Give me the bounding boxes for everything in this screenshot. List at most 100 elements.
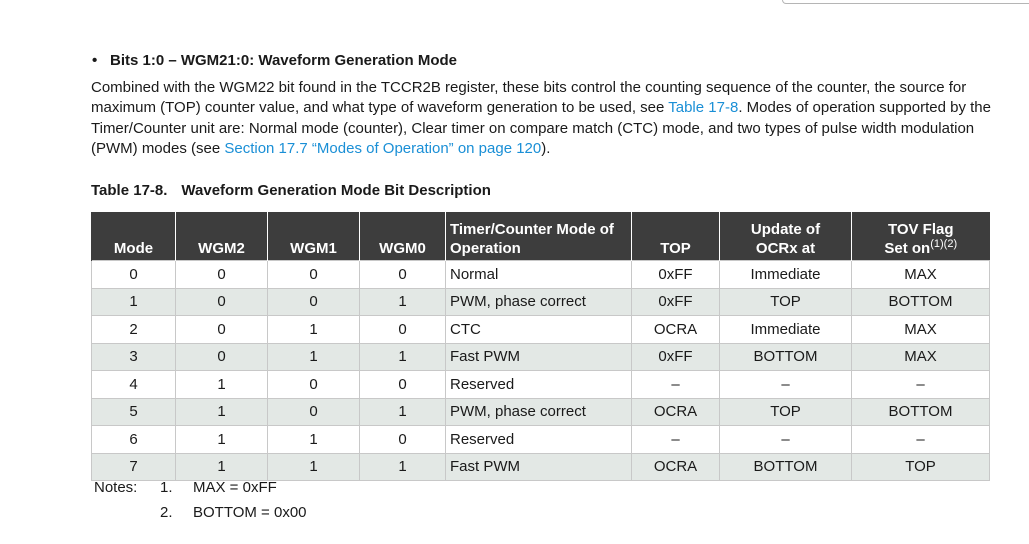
- note-text: MAX = 0xFF: [193, 479, 277, 496]
- cell-wgm1: 1: [267, 315, 360, 344]
- cell-wgm2: 0: [175, 287, 268, 316]
- cell-wgm0: 1: [359, 397, 446, 426]
- description-paragraph: Combined with the WGM22 bit found in the…: [91, 78, 996, 159]
- cell-wgm1: 1: [267, 425, 360, 454]
- cell-operation: Fast PWM: [445, 342, 632, 371]
- paragraph-text-2: . Modes of operation supported by the Ti…: [91, 99, 991, 157]
- footnote-ref[interactable]: (1)(2): [930, 238, 958, 250]
- table-caption-title: Waveform Generation Mode Bit Description: [181, 182, 491, 199]
- cell-wgm1: 0: [267, 370, 360, 399]
- cell-wgm0: 1: [359, 287, 446, 316]
- cell-wgm2: 1: [175, 452, 268, 481]
- waveform-mode-table: Mode WGM2 WGM1 WGM0 Timer/Counter Mode o…: [91, 212, 990, 481]
- header-update: Update of OCRx at: [719, 212, 852, 261]
- section-heading: • Bits 1:0 – WGM21:0: Waveform Generation…: [92, 52, 457, 69]
- window-frame-corner: [782, 0, 1029, 4]
- table-notes: Notes: 1. MAX = 0xFF 2. BOTTOM = 0x00: [94, 478, 307, 528]
- cell-wgm2: 0: [175, 260, 268, 289]
- header-tov-flag: TOV Flag Set on(1)(2): [851, 212, 990, 261]
- header-update-line2: OCRx at: [755, 240, 816, 257]
- header-update-line1: Update of: [750, 221, 821, 238]
- cell-mode: 5: [91, 397, 176, 426]
- table-caption-number: Table 17-8.: [91, 182, 168, 199]
- header-tov-line1: TOV Flag: [887, 221, 954, 238]
- header-top: TOP: [631, 212, 720, 261]
- cell-mode: 1: [91, 287, 176, 316]
- cell-mode: 3: [91, 342, 176, 371]
- cell-tov: TOP: [851, 452, 990, 481]
- cell-tov: –: [851, 425, 990, 454]
- table-row: 5 1 0 1 PWM, phase correct OCRA TOP BOTT…: [91, 397, 990, 426]
- section-17-7-link[interactable]: Section 17.7 “Modes of Operation” on pag…: [224, 139, 542, 157]
- note-item: Notes: 1. MAX = 0xFF: [94, 478, 307, 503]
- cell-update: BOTTOM: [719, 342, 852, 371]
- cell-operation: CTC: [445, 315, 632, 344]
- cell-wgm2: 1: [175, 425, 268, 454]
- cell-tov: MAX: [851, 315, 990, 344]
- cell-wgm1: 1: [267, 342, 360, 371]
- cell-mode: 0: [91, 260, 176, 289]
- cell-wgm1: 0: [267, 260, 360, 289]
- table-row: 3 0 1 1 Fast PWM 0xFF BOTTOM MAX: [91, 342, 990, 371]
- table-row: 0 0 0 0 Normal 0xFF Immediate MAX: [91, 260, 990, 289]
- notes-label: Notes:: [94, 479, 138, 496]
- cell-update: Immediate: [719, 260, 852, 289]
- cell-update: –: [719, 425, 852, 454]
- cell-top: OCRA: [631, 397, 720, 426]
- cell-wgm2: 0: [175, 342, 268, 371]
- cell-operation: Normal: [445, 260, 632, 289]
- header-wgm0: WGM0: [359, 212, 446, 261]
- header-mode: Mode: [91, 212, 176, 261]
- cell-mode: 2: [91, 315, 176, 344]
- cell-wgm0: 1: [359, 452, 446, 481]
- header-operation: Timer/Counter Mode of Operation: [445, 212, 632, 261]
- header-tov-line2: Set on: [884, 240, 931, 257]
- table-caption: Table 17-8. Waveform Generation Mode Bit …: [91, 182, 491, 199]
- cell-mode: 4: [91, 370, 176, 399]
- cell-wgm2: 1: [175, 370, 268, 399]
- note-item: 2. BOTTOM = 0x00: [94, 503, 307, 528]
- cell-operation: Reserved: [445, 370, 632, 399]
- cell-top: 0xFF: [631, 260, 720, 289]
- paragraph-text-3: ).: [541, 139, 551, 157]
- cell-wgm0: 0: [359, 425, 446, 454]
- cell-mode: 7: [91, 452, 176, 481]
- table-row: 6 1 1 0 Reserved – – –: [91, 425, 990, 454]
- cell-operation: Fast PWM: [445, 452, 632, 481]
- cell-top: –: [631, 370, 720, 399]
- cell-top: OCRA: [631, 452, 720, 481]
- header-operation-line1: Timer/Counter Mode of: [450, 221, 614, 238]
- cell-update: TOP: [719, 287, 852, 316]
- cell-operation: PWM, phase correct: [445, 397, 632, 426]
- table-17-8-link[interactable]: Table 17-8: [668, 99, 739, 117]
- cell-update: TOP: [719, 397, 852, 426]
- section-heading-text: Bits 1:0 – WGM21:0: Waveform Generation …: [110, 52, 458, 69]
- header-operation-line2: Operation: [450, 240, 521, 257]
- cell-tov: –: [851, 370, 990, 399]
- note-number: 1.: [160, 479, 173, 496]
- header-wgm1: WGM1: [267, 212, 360, 261]
- cell-update: BOTTOM: [719, 452, 852, 481]
- cell-wgm1: 1: [267, 452, 360, 481]
- cell-top: 0xFF: [631, 287, 720, 316]
- cell-wgm2: 1: [175, 397, 268, 426]
- cell-update: –: [719, 370, 852, 399]
- cell-tov: MAX: [851, 342, 990, 371]
- cell-wgm1: 0: [267, 287, 360, 316]
- cell-top: –: [631, 425, 720, 454]
- cell-wgm0: 1: [359, 342, 446, 371]
- table-header-row: Mode WGM2 WGM1 WGM0 Timer/Counter Mode o…: [91, 212, 990, 261]
- cell-update: Immediate: [719, 315, 852, 344]
- cell-wgm0: 0: [359, 315, 446, 344]
- cell-tov: BOTTOM: [851, 397, 990, 426]
- note-text: BOTTOM = 0x00: [193, 504, 307, 521]
- cell-wgm1: 0: [267, 397, 360, 426]
- header-wgm2: WGM2: [175, 212, 268, 261]
- cell-tov: MAX: [851, 260, 990, 289]
- cell-top: OCRA: [631, 315, 720, 344]
- table-row: 1 0 0 1 PWM, phase correct 0xFF TOP BOTT…: [91, 287, 990, 316]
- table-row: 4 1 0 0 Reserved – – –: [91, 370, 990, 399]
- cell-top: 0xFF: [631, 342, 720, 371]
- table-row: 7 1 1 1 Fast PWM OCRA BOTTOM TOP: [91, 452, 990, 481]
- cell-operation: Reserved: [445, 425, 632, 454]
